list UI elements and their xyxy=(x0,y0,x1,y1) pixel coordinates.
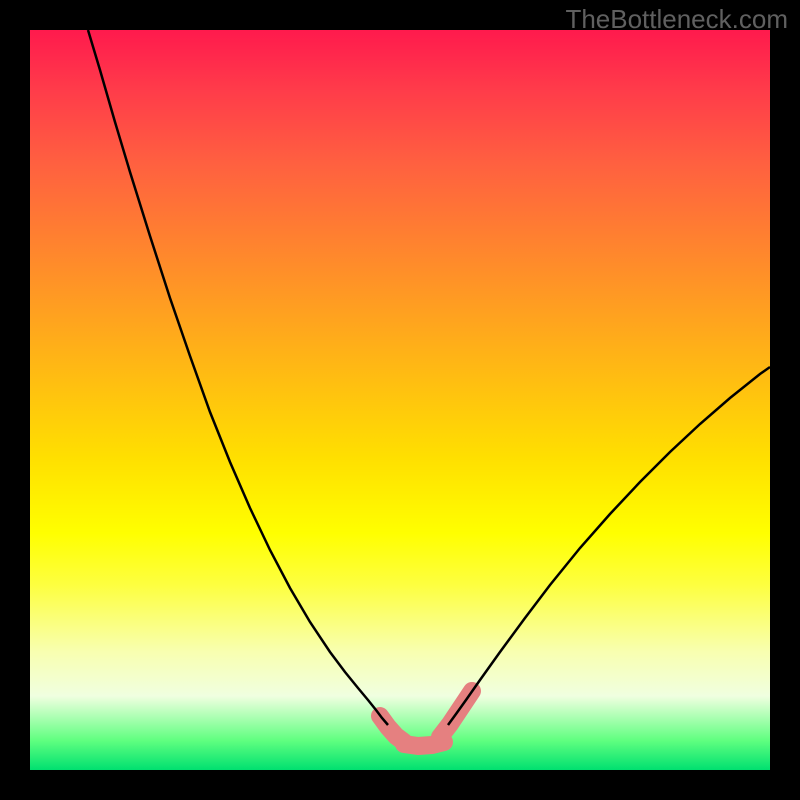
plot-area xyxy=(30,30,770,770)
curves-svg xyxy=(30,30,770,770)
curve-left xyxy=(88,30,388,725)
watermark-text: TheBottleneck.com xyxy=(565,4,788,35)
curve-right xyxy=(448,367,770,725)
chart-container: TheBottleneck.com xyxy=(0,0,800,800)
